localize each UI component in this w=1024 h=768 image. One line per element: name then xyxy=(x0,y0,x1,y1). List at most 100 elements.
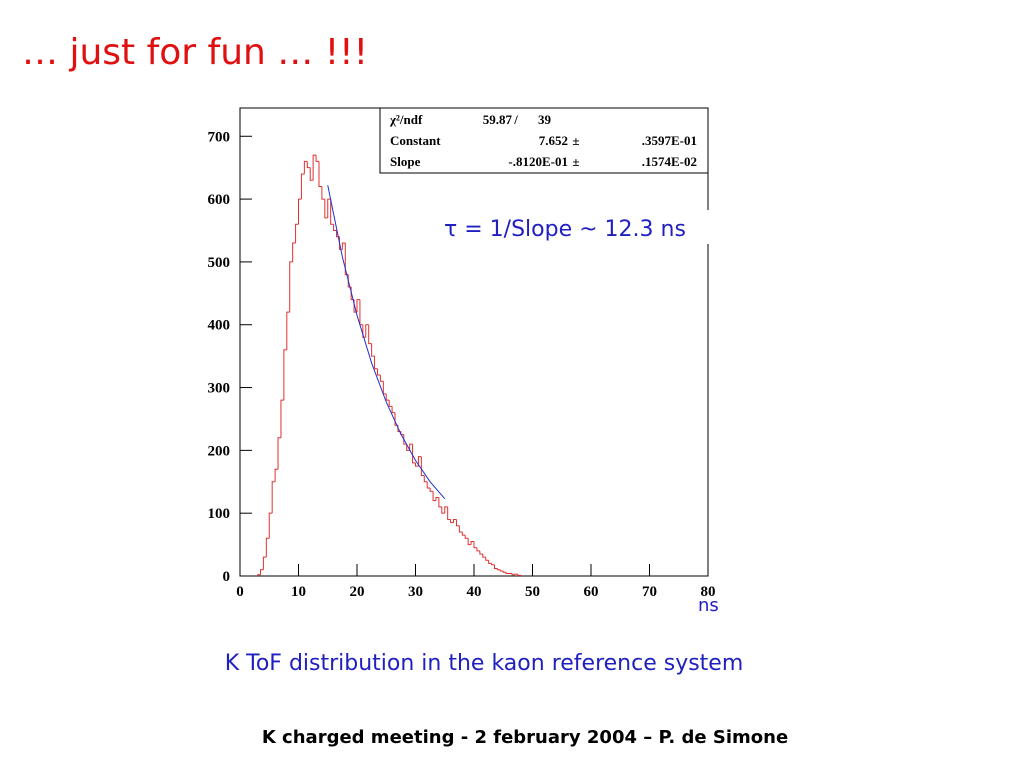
histogram-bin xyxy=(312,154,317,181)
stats-cell: ± xyxy=(572,154,579,169)
stats-box xyxy=(379,107,709,174)
histogram-bin xyxy=(262,556,267,570)
histogram-bin xyxy=(458,525,463,533)
histogram-bin xyxy=(470,540,474,545)
stats-cell: ± xyxy=(572,133,579,148)
histogram-bin xyxy=(435,496,439,501)
y-tick-label: 0 xyxy=(223,569,231,585)
histogram-bin xyxy=(286,311,290,350)
stats-cell: χ²/ndf xyxy=(389,112,423,127)
histogram-bin xyxy=(300,173,305,200)
histogram-bin xyxy=(476,547,480,552)
histogram-bin xyxy=(321,186,325,200)
histogram-bin xyxy=(479,550,483,555)
histogram-bin xyxy=(482,554,486,558)
x-tick-label: 0 xyxy=(236,584,244,600)
histogram-bin xyxy=(455,519,460,527)
histogram-bin xyxy=(368,324,372,345)
histogram-bin xyxy=(330,199,334,225)
histogram-bin xyxy=(341,242,346,250)
histogram-bin xyxy=(303,160,308,174)
stats-cell: Slope xyxy=(390,154,421,169)
histogram-bin xyxy=(499,569,504,572)
histogram-bin xyxy=(488,560,492,564)
histogram-bin xyxy=(265,537,270,558)
histogram-bin xyxy=(298,198,302,225)
slide-title: … just for fun … !!! xyxy=(22,32,368,73)
histogram-bin xyxy=(385,393,390,401)
caption: K ToF distribution in the kaon reference… xyxy=(225,651,744,676)
annotation-bg xyxy=(440,210,740,244)
histogram-bin xyxy=(403,434,407,445)
histogram-bin xyxy=(505,572,510,574)
y-tick-label: 700 xyxy=(208,129,231,145)
histogram-bin xyxy=(292,242,296,262)
x-tick-label: 80 xyxy=(701,584,716,600)
x-tick-label: 40 xyxy=(467,584,482,600)
histogram-bin xyxy=(473,541,477,549)
x-tick-label: 50 xyxy=(525,584,540,600)
histogram-bin xyxy=(415,462,419,467)
histogram-bin xyxy=(359,299,363,326)
histogram-bin xyxy=(309,167,314,181)
histogram-bin xyxy=(429,488,434,492)
histogram-bin xyxy=(376,368,381,376)
stats-cell: 39 xyxy=(538,112,552,127)
histogram-bin xyxy=(365,324,369,338)
histogram-bin xyxy=(496,568,501,571)
y-tick-label: 100 xyxy=(208,506,231,522)
histogram-bin xyxy=(295,223,299,244)
histogram-bin xyxy=(324,199,328,219)
histogram-bin xyxy=(356,299,360,313)
x-axis-label: ns xyxy=(698,595,719,616)
histogram-bin xyxy=(464,535,469,539)
y-tick-label: 500 xyxy=(208,255,231,271)
histogram-bin xyxy=(441,506,445,514)
histogram-bin xyxy=(493,564,498,569)
stats-cell: 59.87 xyxy=(483,112,513,127)
histogram-bin xyxy=(379,374,384,382)
histogram-bin xyxy=(406,444,410,451)
histogram-bin xyxy=(283,349,287,401)
histogram-bin xyxy=(271,481,276,514)
x-tick-label: 20 xyxy=(350,584,365,600)
histogram-bin xyxy=(511,573,515,576)
histogram-bin xyxy=(327,198,331,218)
histogram-bin xyxy=(257,574,261,576)
histogram-bin xyxy=(315,155,319,162)
y-tick-label: 400 xyxy=(208,318,231,334)
histogram-bin xyxy=(268,512,273,539)
annotation: τ = 1/Slope ~ 12.3 ns xyxy=(444,217,686,242)
x-tick-label: 70 xyxy=(642,584,657,600)
stats-cell: .3597E-01 xyxy=(642,133,697,148)
x-tick-label: 30 xyxy=(408,584,423,600)
y-tick-label: 200 xyxy=(208,443,231,459)
histogram-bin xyxy=(289,261,293,313)
histogram-bin xyxy=(502,570,507,573)
fit-line xyxy=(327,185,446,500)
histogram-bin xyxy=(259,569,264,575)
histogram-bin xyxy=(444,506,448,514)
histogram-bin xyxy=(485,557,489,561)
histogram-bin xyxy=(450,519,454,524)
histogram-bin xyxy=(432,491,436,502)
histogram-bin xyxy=(333,224,337,231)
stats-cell: .1574E-02 xyxy=(642,154,697,169)
histogram-bin xyxy=(280,399,284,438)
histogram-bin xyxy=(274,468,279,482)
histogram-bin xyxy=(277,437,281,470)
histogram-bin xyxy=(423,475,428,483)
histogram-bin xyxy=(417,456,422,467)
histogram-bin xyxy=(306,161,311,169)
stats-cell: -.8120E-01 xyxy=(508,154,568,169)
stats-cell: Constant xyxy=(390,133,441,148)
histogram-bin xyxy=(362,324,366,338)
histogram-bin xyxy=(391,406,396,414)
x-tick-label: 60 xyxy=(584,584,599,600)
footer: K charged meeting - 2 february 2004 – P.… xyxy=(262,727,788,748)
histogram-bin xyxy=(447,506,451,520)
histogram-bin xyxy=(438,497,442,508)
histogram-bin xyxy=(426,481,431,489)
y-tick-label: 600 xyxy=(208,192,231,208)
